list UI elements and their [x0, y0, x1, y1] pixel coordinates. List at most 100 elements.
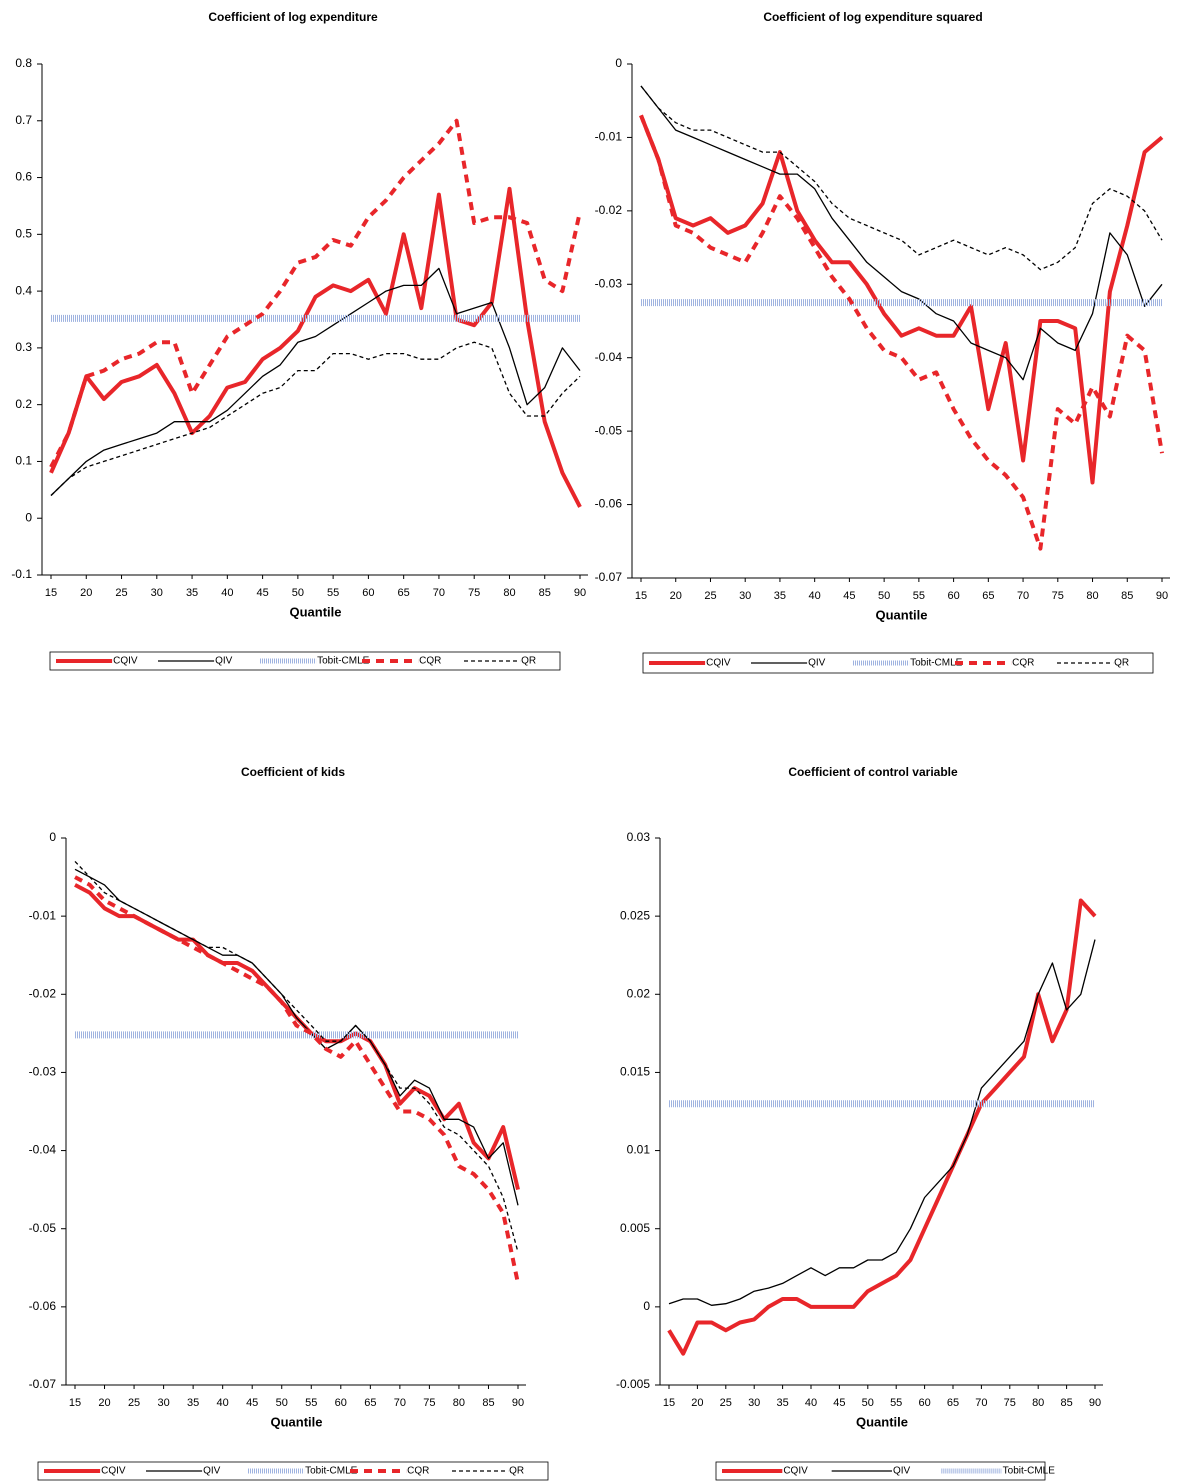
x-tick-label: 70 [1017, 590, 1029, 602]
series-line [667, 898, 1097, 1356]
chart-title: Coefficient of log expenditure [208, 10, 378, 24]
y-tick-label: 0.015 [620, 1065, 650, 1079]
x-tick-label: 45 [833, 1397, 845, 1409]
y-tick-label: -0.05 [29, 1221, 57, 1235]
y-tick-label: -0.05 [595, 423, 623, 437]
x-tick-label: 15 [69, 1397, 81, 1409]
x-axis-label: Quantile [289, 604, 341, 619]
x-tick-label: 85 [1060, 1397, 1072, 1409]
x-tick-label: 20 [691, 1397, 703, 1409]
legend-label: QIV [203, 1466, 221, 1477]
x-tick-label: 25 [128, 1397, 140, 1409]
series-line [49, 186, 582, 508]
series-line [50, 341, 581, 496]
x-tick-label: 20 [670, 590, 682, 602]
x-tick-label: 90 [574, 587, 586, 599]
series-line [74, 860, 519, 1253]
legend-label: CQR [419, 656, 441, 667]
chart-title: Coefficient of log expenditure squared [763, 10, 982, 24]
x-tick-label: 40 [221, 587, 233, 599]
x-tick-label: 65 [982, 590, 994, 602]
y-tick-label: -0.03 [595, 276, 623, 290]
y-tick-label: 0.02 [627, 986, 651, 1000]
y-tick-label: 0 [25, 510, 32, 524]
series-line [639, 114, 1164, 485]
x-tick-label: 50 [878, 590, 890, 602]
x-tick-label: 75 [468, 587, 480, 599]
x-tick-label: 50 [292, 587, 304, 599]
x-tick-label: 60 [918, 1397, 930, 1409]
x-tick-label: 25 [115, 587, 127, 599]
x-tick-label: 80 [1032, 1397, 1044, 1409]
x-tick-label: 30 [151, 587, 163, 599]
x-tick-label: 15 [635, 590, 647, 602]
y-tick-label: -0.02 [29, 986, 57, 1000]
x-tick-label: 15 [663, 1397, 675, 1409]
x-tick-label: 65 [398, 587, 410, 599]
x-tick-label: 35 [186, 587, 198, 599]
x-tick-label: 65 [364, 1397, 376, 1409]
y-tick-label: 0.8 [15, 56, 32, 70]
x-tick-label: 80 [503, 587, 515, 599]
x-tick-label: 50 [276, 1397, 288, 1409]
x-axis-label: Quantile [875, 607, 927, 622]
x-tick-label: 90 [1156, 590, 1168, 602]
x-tick-label: 75 [1052, 590, 1064, 602]
x-tick-label: 60 [362, 587, 374, 599]
x-tick-label: 55 [327, 587, 339, 599]
x-tick-label: 55 [913, 590, 925, 602]
x-axis-label: Quantile [856, 1414, 908, 1429]
x-tick-label: 65 [947, 1397, 959, 1409]
x-tick-label: 45 [843, 590, 855, 602]
series-line [640, 85, 1163, 271]
x-tick-label: 80 [453, 1397, 465, 1409]
series-line [74, 875, 520, 1284]
x-tick-label: 40 [809, 590, 821, 602]
legend-label: QR [509, 1466, 524, 1477]
y-tick-label: 0 [615, 56, 622, 70]
x-tick-label: 35 [774, 590, 786, 602]
x-tick-label: 75 [1004, 1397, 1016, 1409]
x-tick-label: 60 [947, 590, 959, 602]
y-tick-label: -0.04 [595, 350, 623, 364]
x-tick-label: 50 [862, 1397, 874, 1409]
legend-label: QR [521, 656, 536, 667]
y-tick-label: 0 [643, 1299, 650, 1313]
legend-label: CQR [407, 1466, 429, 1477]
x-tick-label: 85 [1121, 590, 1133, 602]
legend-label: Tobit-CMLE [1003, 1466, 1056, 1477]
series-line [640, 85, 1163, 381]
x-tick-label: 20 [80, 587, 92, 599]
y-tick-label: 0.01 [627, 1143, 651, 1157]
x-tick-label: 40 [805, 1397, 817, 1409]
y-tick-label: -0.01 [29, 908, 57, 922]
legend-label: QIV [215, 656, 233, 667]
y-tick-label: -0.07 [595, 570, 623, 584]
legend-label: QIV [808, 658, 826, 669]
x-tick-label: 25 [720, 1397, 732, 1409]
x-axis-label: Quantile [270, 1414, 322, 1429]
x-tick-label: 75 [423, 1397, 435, 1409]
y-tick-label: 0.025 [620, 908, 650, 922]
x-tick-label: 85 [482, 1397, 494, 1409]
y-tick-label: 0.3 [15, 340, 32, 354]
y-tick-label: 0.7 [15, 113, 32, 127]
x-tick-label: 90 [512, 1397, 524, 1409]
x-tick-label: 70 [394, 1397, 406, 1409]
x-tick-label: 15 [45, 587, 57, 599]
x-tick-label: 85 [539, 587, 551, 599]
y-tick-label: -0.02 [595, 203, 623, 217]
chart-title: Coefficient of control variable [788, 765, 958, 779]
y-tick-label: 0.1 [15, 454, 32, 468]
x-tick-label: 30 [748, 1397, 760, 1409]
legend-label: CQIV [706, 658, 731, 669]
legend-label: Tobit-CMLE [305, 1466, 358, 1477]
y-tick-label: 0.5 [15, 227, 32, 241]
y-tick-label: -0.1 [11, 567, 32, 581]
y-tick-label: 0 [49, 830, 56, 844]
legend-label: CQR [1012, 658, 1034, 669]
x-tick-label: 30 [739, 590, 751, 602]
x-tick-label: 70 [433, 587, 445, 599]
x-tick-label: 20 [98, 1397, 110, 1409]
